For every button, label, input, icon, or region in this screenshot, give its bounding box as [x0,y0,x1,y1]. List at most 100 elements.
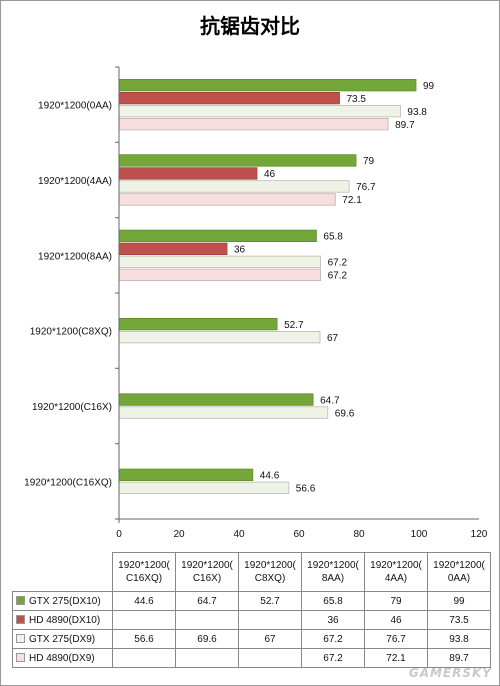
data-label: 89.7 [395,120,415,131]
legend-swatch [16,615,25,625]
table-cell [238,648,302,668]
table-cell: 52.7 [238,591,302,611]
data-label: 79 [363,156,375,167]
series-name: HD 4890(DX9) [29,652,95,664]
table-header-text: C16X) [192,573,222,584]
table-cell: 64.7 [175,591,239,611]
data-label: 93.8 [407,107,427,118]
data-label: 65.8 [323,232,343,243]
bar [118,79,417,92]
table-cell: 56.6 [112,629,176,649]
bar [118,255,322,269]
table-cell: 76.7 [364,629,428,649]
watermark: GAMERSKY [408,666,492,680]
table-header: 1920*1200( C8XQ) [238,552,302,592]
table-header-text: 1920*1200( [244,560,296,571]
data-label: 67 [327,333,339,344]
table-cell [238,610,302,630]
category-label: 1920*1200(C16XQ) [24,477,112,488]
table-cell [112,648,176,668]
data-label: 72.1 [342,195,362,206]
table-header-text: C16XQ) [125,573,163,584]
data-label: 67.2 [328,271,348,282]
bar [118,180,350,193]
bar [118,242,228,256]
table-cell: 73.5 [427,610,491,630]
series-name: GTX 275(DX10) [29,595,101,607]
x-tick-label: 0 [116,529,122,540]
table-row: GTX 275(DX10) 44.6 64.7 52.7 65.8 79 99 [12,591,491,611]
legend-swatch [16,634,25,644]
data-label: 99 [423,81,435,92]
data-table: 1920*1200(C16XQ) 1920*1200(C16X) 1920*1200… [12,552,491,668]
bar [118,268,322,282]
data-label: 76.7 [356,182,376,193]
bar [118,481,290,495]
bar [118,154,357,167]
table-corner [12,552,113,592]
legend-swatch [16,653,25,663]
bar [118,406,329,419]
table-cell: 93.8 [427,629,491,649]
x-tick-label: 20 [173,529,185,540]
series-name: HD 4890(DX10) [29,614,101,626]
bar [118,393,314,406]
series-legend: HD 4890(DX10) [12,610,113,630]
table-header-text: 8AA) [321,573,345,584]
data-label: 46 [264,169,276,180]
table-header: 1920*1200( C16X) [175,552,239,592]
data-label: 52.7 [284,320,304,331]
x-tick-label: 120 [471,529,488,540]
bar [118,193,336,206]
table-row: HD 4890(DX10) 36 46 73.5 [12,610,491,630]
data-label: 73.5 [347,94,367,105]
x-tick-label: 80 [353,529,365,540]
table-cell: 36 [301,610,365,630]
table-cell: 67 [238,629,302,649]
series-legend: HD 4890(DX9) [12,648,113,668]
bar [118,105,401,118]
table-cell: 67.2 [301,648,365,668]
data-label: 67.2 [328,258,348,269]
bar-chart: 1920*1200(0AA) 1920*1200(4AA) 1920*1200(8A… [24,66,488,540]
series-legend: GTX 275(DX10) [12,591,113,611]
bar [118,229,317,243]
table-header-text: 1920*1200( [433,560,485,571]
series-name: GTX 275(DX9) [29,633,96,645]
table-header-text: C8XQ) [254,573,286,584]
table-header: 1920*1200( 0AA) [427,552,491,592]
table-cell: 44.6 [112,591,176,611]
table-cell [175,610,239,630]
bar [118,118,389,131]
table-header-text: 0AA) [447,573,471,584]
table-row: HD 4890(DX9) 67.2 72.1 89.7 [12,648,491,668]
table-header: 1920*1200(4AA) [364,552,428,592]
bar [118,317,278,331]
category-label: 1920*1200(C16X) [32,402,112,413]
table-cell: 79 [364,591,428,611]
table-header-text: 1920*1200( [307,560,359,571]
table-cell: 65.8 [301,591,365,611]
table-cell: 46 [364,610,428,630]
category-label: 1920*1200(C8XQ) [30,327,112,338]
table-header-text: 1920*1200( [370,560,422,571]
data-label: 69.6 [335,408,355,419]
bar [118,330,321,344]
legend-swatch [16,596,25,606]
table-cell: 72.1 [364,648,428,668]
bar [118,92,340,105]
x-tick-label: 60 [293,529,305,540]
table-header-text: 1920*1200( [181,560,233,571]
table-header-text: 1920*1200( [118,560,170,571]
table-header: 1920*1200( 8AA) [301,552,365,592]
bar [118,468,254,482]
x-tick-label: 40 [233,529,245,540]
table-cell [112,610,176,630]
data-label: 64.7 [320,395,340,406]
category-label: 1920*1200(0AA) [38,101,112,112]
series-legend: GTX 275(DX9) [12,629,113,649]
chart-title: 抗锯齿对比 [200,14,300,38]
data-label: 44.6 [260,471,280,482]
table-cell: 89.7 [427,648,491,668]
table-cell [175,648,239,668]
